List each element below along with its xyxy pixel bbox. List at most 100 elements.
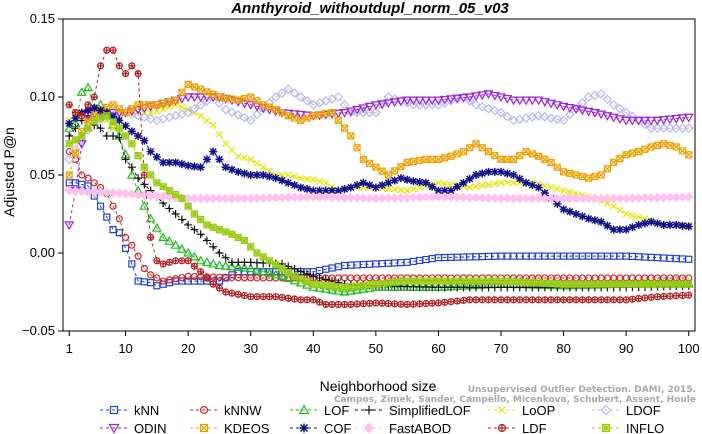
data-point <box>383 99 394 109</box>
data-point <box>172 96 180 104</box>
data-point <box>103 112 111 120</box>
data-point <box>478 182 486 190</box>
data-point <box>315 273 324 282</box>
data-point <box>247 155 255 163</box>
data-point <box>533 110 544 121</box>
data-point <box>184 257 192 265</box>
data-point <box>478 144 486 152</box>
data-point <box>84 101 92 109</box>
data-point <box>408 96 419 106</box>
data-point <box>665 123 675 134</box>
data-point <box>489 193 500 204</box>
data-point <box>259 293 267 301</box>
data-point <box>552 114 563 125</box>
data-point <box>685 151 693 159</box>
data-point <box>515 174 524 183</box>
series-odin <box>64 90 694 231</box>
data-point <box>184 161 193 170</box>
data-point <box>103 213 111 221</box>
data-point <box>333 285 344 295</box>
data-point <box>683 113 694 123</box>
data-point <box>345 107 356 117</box>
data-point <box>203 116 211 124</box>
data-point <box>458 192 469 203</box>
data-point <box>603 296 611 304</box>
data-point <box>70 186 81 196</box>
data-point <box>609 225 618 234</box>
data-point <box>397 300 405 308</box>
data-point <box>303 269 312 278</box>
data-point <box>303 175 311 183</box>
data-point <box>416 156 424 165</box>
data-point <box>65 119 74 128</box>
data-point <box>209 223 217 231</box>
data-point <box>147 109 155 117</box>
data-point <box>216 131 223 138</box>
data-point <box>414 96 425 106</box>
data-point <box>140 171 148 179</box>
data-point <box>108 423 120 434</box>
data-point <box>508 96 519 106</box>
legend-item-simplifiedlof: SimplifiedLOF <box>355 403 471 418</box>
data-point <box>514 96 525 106</box>
data-point <box>472 277 480 285</box>
data-point <box>234 233 242 241</box>
data-point <box>491 180 499 188</box>
data-point <box>391 167 399 175</box>
data-point <box>521 96 532 106</box>
data-point <box>145 113 156 124</box>
data-point <box>228 146 236 154</box>
data-point <box>364 405 374 415</box>
data-point <box>272 261 280 269</box>
data-point <box>503 277 511 285</box>
data-point <box>153 101 161 109</box>
data-point <box>339 108 350 118</box>
data-point <box>484 167 493 176</box>
legend-item-knnw: kNNW <box>190 403 262 418</box>
data-point <box>497 277 505 285</box>
x-tick-label: 90 <box>619 341 633 356</box>
data-point <box>660 140 668 148</box>
data-point <box>197 112 205 120</box>
data-point <box>315 281 324 289</box>
data-point <box>121 233 130 241</box>
data-point <box>445 95 456 105</box>
data-point <box>646 116 657 126</box>
data-point <box>96 124 105 133</box>
data-point <box>278 293 286 301</box>
data-point <box>340 124 349 132</box>
data-point <box>621 116 632 126</box>
data-point <box>96 62 105 70</box>
data-point <box>539 193 550 204</box>
data-point <box>309 272 318 281</box>
data-point <box>421 178 430 187</box>
data-point <box>221 253 230 262</box>
data-point <box>89 187 100 197</box>
data-point <box>114 188 125 199</box>
data-point <box>353 144 361 152</box>
data-point <box>552 193 563 204</box>
data-point <box>603 200 611 208</box>
data-point <box>345 192 356 203</box>
data-point <box>303 278 311 286</box>
data-point <box>327 192 337 203</box>
data-point <box>403 277 411 285</box>
data-point <box>441 277 449 285</box>
data-point <box>628 149 637 157</box>
data-point <box>246 171 255 179</box>
data-point <box>340 300 349 309</box>
data-point <box>546 193 556 204</box>
data-point <box>653 293 662 301</box>
data-point <box>147 171 155 179</box>
data-point <box>678 291 687 299</box>
data-point <box>334 283 342 291</box>
data-point <box>635 280 643 288</box>
data-point <box>290 295 299 303</box>
data-point <box>90 179 98 187</box>
data-point <box>309 296 317 304</box>
data-point <box>541 296 549 304</box>
data-point <box>240 169 249 178</box>
data-point <box>653 141 662 149</box>
data-point <box>647 293 655 301</box>
data-point <box>434 299 443 307</box>
